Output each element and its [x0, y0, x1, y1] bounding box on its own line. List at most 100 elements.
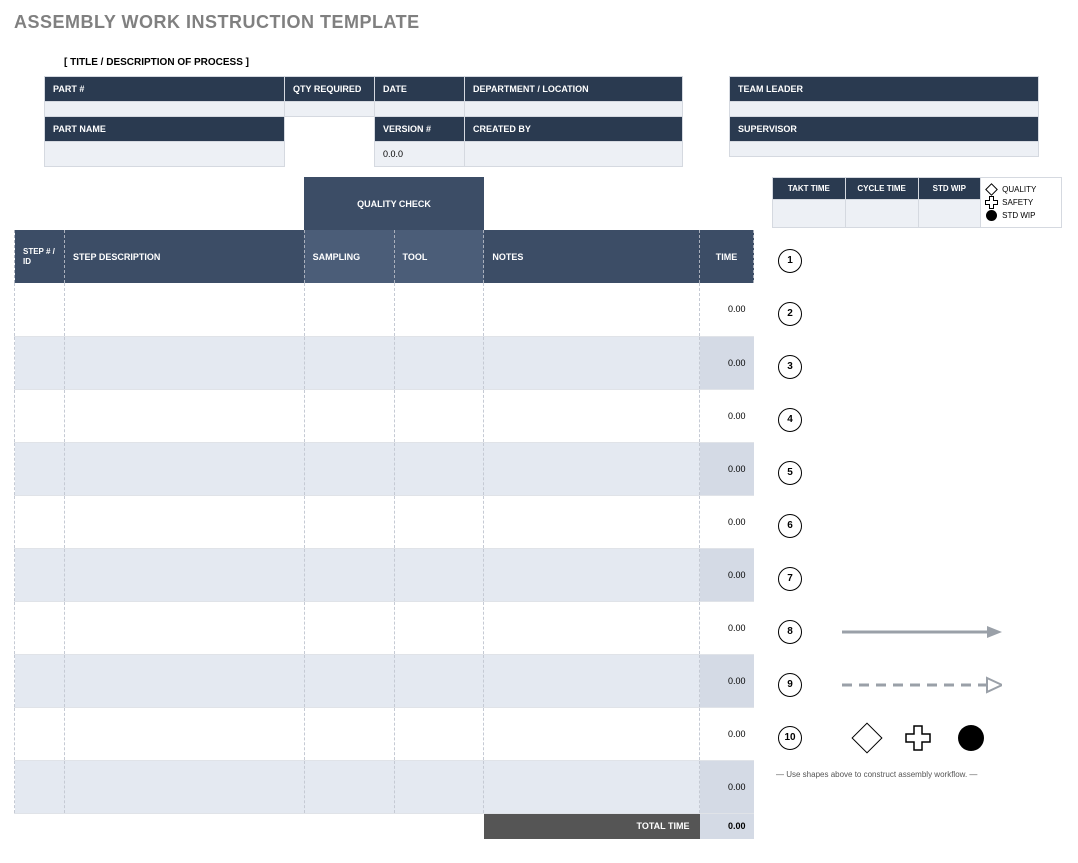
step-row: 0.00 — [15, 442, 754, 495]
step-notes-cell[interactable] — [484, 442, 700, 495]
created-by-cell[interactable] — [465, 142, 683, 167]
step-notes-cell[interactable] — [484, 707, 700, 760]
step-sampling-cell[interactable] — [304, 601, 394, 654]
supervisor-header: SUPERVISOR — [730, 117, 1039, 142]
step-time-cell[interactable]: 0.00 — [700, 495, 754, 548]
step-id-cell[interactable] — [15, 654, 65, 707]
process-subtitle: [ TITLE / DESCRIPTION OF PROCESS ] — [64, 57, 1064, 68]
step-notes-cell[interactable] — [484, 389, 700, 442]
workflow-step-number: 6 — [778, 514, 802, 538]
step-desc-cell[interactable] — [64, 283, 304, 336]
step-id-cell[interactable] — [15, 283, 65, 336]
diamond-icon — [985, 183, 998, 196]
step-id-cell[interactable] — [15, 707, 65, 760]
step-id-cell[interactable] — [15, 336, 65, 389]
step-id-cell[interactable] — [15, 601, 65, 654]
step-id-cell[interactable] — [15, 760, 65, 813]
right-column: TAKT TIME CYCLE TIME STD WIP QUALITY SAF… — [772, 177, 1062, 839]
step-tool-cell[interactable] — [394, 442, 484, 495]
step-time-cell[interactable]: 0.00 — [700, 601, 754, 654]
workflow-step-number: 4 — [778, 408, 802, 432]
step-desc-cell[interactable] — [64, 548, 304, 601]
arrow-solid-icon — [842, 622, 1002, 642]
diamond-icon — [851, 722, 882, 753]
step-desc-cell[interactable] — [64, 760, 304, 813]
step-id-cell[interactable] — [15, 389, 65, 442]
step-tool-cell[interactable] — [394, 601, 484, 654]
step-notes-cell[interactable] — [484, 601, 700, 654]
step-time-cell[interactable]: 0.00 — [700, 336, 754, 389]
step-tool-cell[interactable] — [394, 389, 484, 442]
step-desc-cell[interactable] — [64, 389, 304, 442]
step-sampling-cell[interactable] — [304, 389, 394, 442]
step-sampling-cell[interactable] — [304, 495, 394, 548]
step-tool-cell[interactable] — [394, 760, 484, 813]
step-notes-cell[interactable] — [484, 760, 700, 813]
step-tool-cell[interactable] — [394, 707, 484, 760]
step-tool-cell[interactable] — [394, 336, 484, 389]
dept-cell[interactable] — [465, 102, 683, 117]
team-leader-cell[interactable] — [730, 102, 1039, 117]
created-by-header: CREATED BY — [465, 117, 683, 142]
cycle-time-cell[interactable] — [845, 200, 918, 228]
step-id-cell[interactable] — [15, 548, 65, 601]
blank-spacer — [285, 117, 375, 167]
step-time-cell[interactable]: 0.00 — [700, 707, 754, 760]
step-sampling-cell[interactable] — [304, 283, 394, 336]
step-time-cell[interactable]: 0.00 — [700, 283, 754, 336]
workflow-step-number: 9 — [778, 673, 802, 697]
step-desc-cell[interactable] — [64, 601, 304, 654]
circle-fill-icon — [986, 210, 997, 221]
step-sampling-cell[interactable] — [304, 336, 394, 389]
step-time-cell[interactable]: 0.00 — [700, 389, 754, 442]
step-desc-cell[interactable] — [64, 336, 304, 389]
step-tool-cell[interactable] — [394, 654, 484, 707]
date-header: DATE — [375, 77, 465, 102]
std-wip-cell[interactable] — [918, 200, 981, 228]
date-cell[interactable] — [375, 102, 465, 117]
circle-fill-icon — [958, 725, 984, 751]
legend-box: QUALITY SAFETY STD WIP — [981, 178, 1062, 228]
step-desc-cell[interactable] — [64, 707, 304, 760]
step-id-cell[interactable] — [15, 495, 65, 548]
step-sampling-cell[interactable] — [304, 760, 394, 813]
legend-stdwip: STD WIP — [1002, 209, 1035, 222]
step-sampling-cell[interactable] — [304, 707, 394, 760]
step-sampling-cell[interactable] — [304, 654, 394, 707]
col-step-id: STEP # / ID — [15, 230, 65, 283]
step-tool-cell[interactable] — [394, 548, 484, 601]
takt-time-header: TAKT TIME — [773, 178, 846, 200]
step-id-cell[interactable] — [15, 442, 65, 495]
step-tool-cell[interactable] — [394, 495, 484, 548]
step-time-cell[interactable]: 0.00 — [700, 760, 754, 813]
step-notes-cell[interactable] — [484, 548, 700, 601]
std-wip-header: STD WIP — [918, 178, 981, 200]
step-desc-cell[interactable] — [64, 654, 304, 707]
qty-required-cell[interactable] — [285, 102, 375, 117]
step-notes-cell[interactable] — [484, 654, 700, 707]
part-num-header: PART # — [45, 77, 285, 102]
step-time-cell[interactable]: 0.00 — [700, 442, 754, 495]
step-time-cell[interactable]: 0.00 — [700, 654, 754, 707]
step-notes-cell[interactable] — [484, 495, 700, 548]
version-cell[interactable]: 0.0.0 — [375, 142, 465, 167]
workflow-row: 6 — [772, 499, 1062, 552]
step-sampling-cell[interactable] — [304, 442, 394, 495]
step-row: 0.00 — [15, 707, 754, 760]
step-sampling-cell[interactable] — [304, 548, 394, 601]
supervisor-cell[interactable] — [730, 142, 1039, 157]
step-row: 0.00 — [15, 760, 754, 813]
step-tool-cell[interactable] — [394, 283, 484, 336]
takt-time-cell[interactable] — [773, 200, 846, 228]
part-name-cell[interactable] — [45, 142, 285, 167]
part-num-cell[interactable] — [45, 102, 285, 117]
step-desc-cell[interactable] — [64, 442, 304, 495]
step-notes-cell[interactable] — [484, 336, 700, 389]
step-desc-cell[interactable] — [64, 495, 304, 548]
workflow-step-number: 2 — [778, 302, 802, 326]
workflow-row: 8 — [772, 605, 1062, 658]
step-notes-cell[interactable] — [484, 283, 700, 336]
step-row: 0.00 — [15, 654, 754, 707]
step-time-cell[interactable]: 0.00 — [700, 548, 754, 601]
legend-quality: QUALITY — [1002, 183, 1036, 196]
